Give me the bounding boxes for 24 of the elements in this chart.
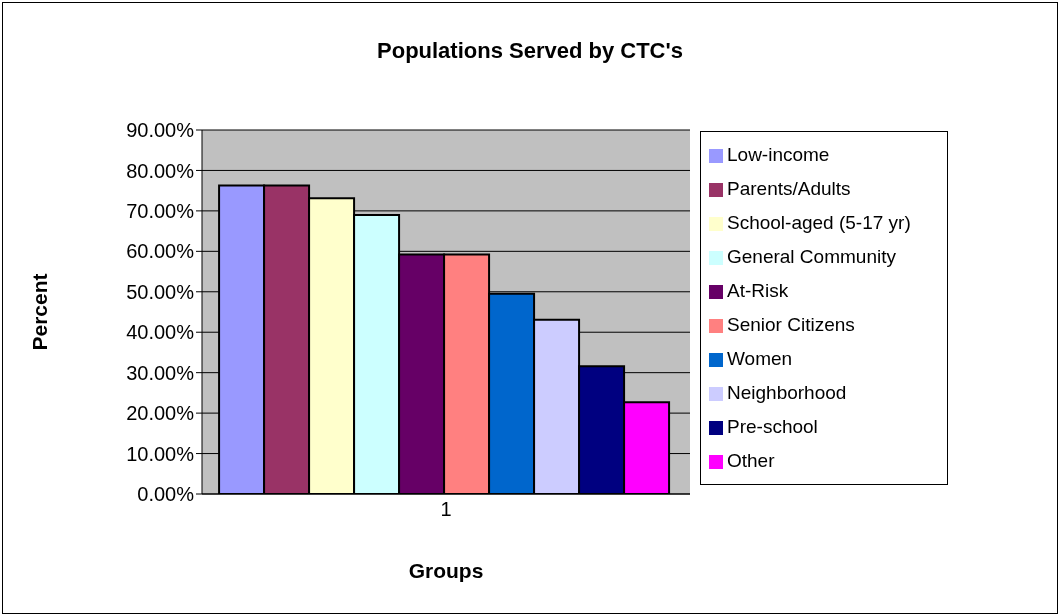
legend-label: General Community xyxy=(727,246,896,267)
y-tick-label: 70.00% xyxy=(126,199,195,222)
legend-label: Other xyxy=(727,450,775,471)
legend-label: Neighborhood xyxy=(727,382,847,403)
y-tick-label: 50.00% xyxy=(126,280,195,303)
legend-label: Low-income xyxy=(727,144,830,165)
legend-label: Senior Citizens xyxy=(727,314,855,335)
legend-label: School-aged (5-17 yr) xyxy=(727,212,911,233)
x-axis-title: Groups xyxy=(408,559,484,582)
y-axis-title: Percent xyxy=(28,273,52,351)
legend-label: Pre-school xyxy=(727,416,818,437)
y-tick-label: 30.00% xyxy=(126,361,195,384)
y-tick-label: 10.00% xyxy=(126,442,195,465)
y-tick-label: 90.00% xyxy=(126,119,195,142)
y-tick-label: 40.00% xyxy=(126,321,195,344)
y-tick-label: 60.00% xyxy=(126,240,195,263)
legend-label: Parents/Adults xyxy=(727,178,851,199)
y-tick-label: 80.00% xyxy=(126,159,195,182)
legend-label: Women xyxy=(727,348,793,369)
y-tick-label: 0.00% xyxy=(137,483,195,506)
legend-label: At-Risk xyxy=(727,280,789,301)
chart-title: Populations Served by CTC's xyxy=(376,38,684,64)
x-tick-label: 1 xyxy=(440,498,452,521)
y-tick-label: 20.00% xyxy=(126,402,195,425)
